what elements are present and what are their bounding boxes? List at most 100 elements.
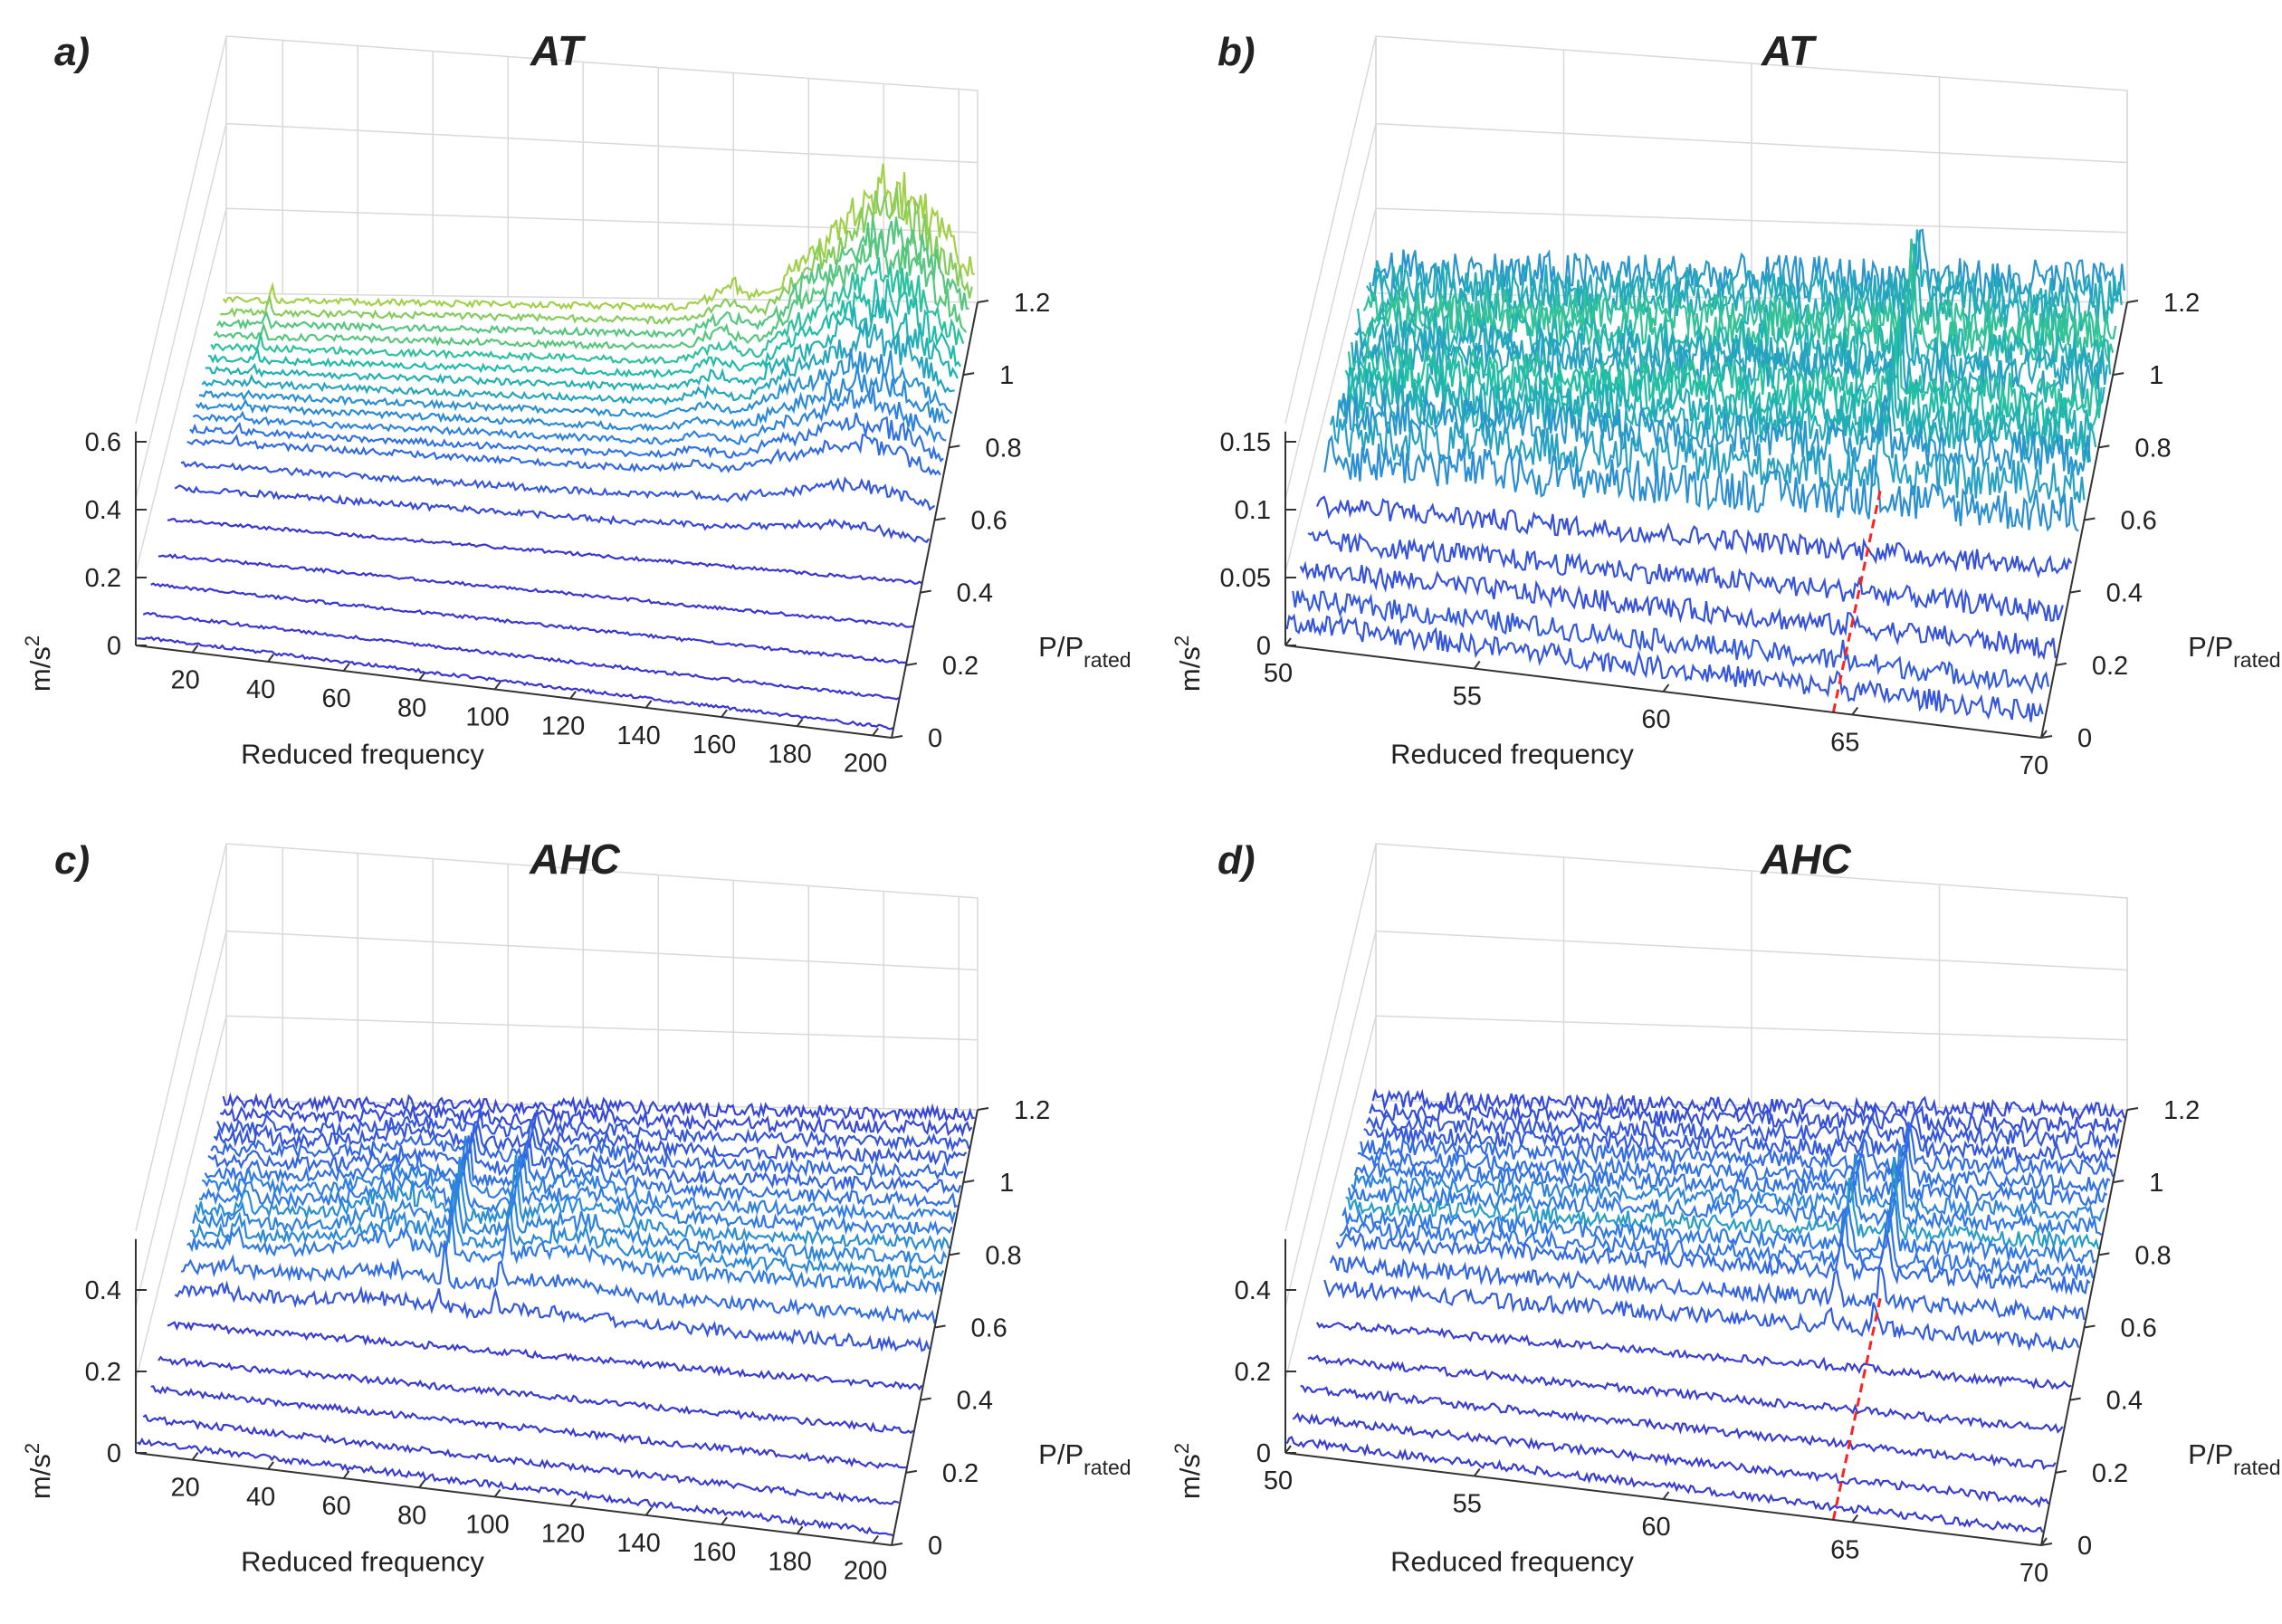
x-tick-mark (418, 1479, 425, 1488)
spectrum-line (1300, 1384, 2057, 1470)
axes (135, 301, 979, 739)
spectra (1285, 1088, 2125, 1533)
axes (135, 1109, 979, 1546)
x-tick-label: 120 (541, 1520, 585, 1549)
left-wall-grid (1284, 123, 1377, 500)
y-axis-label-sub: rated (1084, 1456, 1131, 1479)
z-tick-label: 0 (107, 1439, 121, 1468)
spectrum-line (189, 412, 944, 463)
spectrum-line (1292, 588, 2049, 695)
x-tick-mark (267, 1461, 274, 1470)
z-axis-label: m/s2 (21, 1443, 56, 1499)
panel-c: 20 40 60 80 100 120 140 160 180 20000.20.40.60.81… (21, 836, 1131, 1585)
back-grid-line (1375, 1015, 2128, 1041)
back-wall (225, 843, 979, 1111)
x-tick-mark (342, 663, 350, 672)
z-axis-label-sup: 2 (1170, 1443, 1193, 1454)
panel-label: c) (54, 838, 90, 883)
y-axis-label-main: P/P (2188, 1438, 2233, 1470)
spectrum-line (198, 1155, 953, 1237)
spectrum-line (1285, 613, 2044, 722)
spectrum-line (1362, 238, 2117, 349)
left-wall-grid (135, 1016, 227, 1380)
y-tick-mark (2113, 1180, 2124, 1184)
panel-title: AT (1761, 27, 1818, 74)
x-tick-label: 60 (321, 684, 350, 713)
spectrum-line (195, 1154, 950, 1254)
x-axis-line (135, 645, 893, 739)
z-tick-label: 0.2 (85, 564, 121, 593)
x-tick-label: 60 (1641, 705, 1670, 734)
spectra (137, 1092, 976, 1537)
y-tick-label: 1.2 (1014, 289, 1050, 318)
x-tick-mark (493, 1488, 501, 1498)
x-tick-label: 65 (1830, 729, 1859, 758)
y-tick-mark (905, 1469, 917, 1474)
spectrum-line (207, 278, 961, 379)
spectrum-line (1323, 1279, 2080, 1353)
x-tick-mark (1284, 1445, 1292, 1454)
spectrum-line (1357, 1130, 2111, 1193)
y-tick-label: 0 (2077, 1532, 2092, 1561)
spectrum-line (215, 1107, 970, 1152)
x-tick-mark (872, 727, 879, 737)
spectrum-line (201, 320, 955, 406)
panel-b: 50 55 60 65 70 0 0.2 0.4 0.6 0.8 1 1.2 0 0.05 0.1 0.15 R… (1170, 27, 2281, 780)
spectrum-line (210, 1119, 964, 1180)
spectrum-line (1307, 1354, 2064, 1434)
z-tick-label: 0 (1256, 632, 1271, 661)
y-tick-mark (2084, 517, 2096, 521)
x-tick-label: 55 (1453, 1490, 1482, 1519)
left-wall-grid (1284, 931, 1377, 1307)
spectrum-line (1316, 1322, 2072, 1390)
y-tick-mark (2098, 444, 2110, 449)
x-tick-label: 80 (397, 693, 426, 722)
y-tick-label: 1.2 (2163, 1096, 2200, 1125)
y-tick-label: 0.8 (985, 434, 1021, 463)
x-tick-mark (418, 672, 425, 681)
z-axis-label-sup: 2 (21, 1443, 43, 1454)
x-tick-label: 65 (1830, 1536, 1859, 1565)
y-tick-label: 0.8 (985, 1241, 1021, 1270)
x-tick-label: 180 (768, 740, 811, 769)
spectrum-line (150, 582, 906, 664)
spectrum-line (210, 257, 965, 366)
y-tick-label: 1.2 (2163, 289, 2200, 318)
y-tick-mark (891, 735, 903, 739)
z-axis-label-sup: 2 (21, 635, 43, 646)
x-tick-label: 50 (1264, 1466, 1293, 1495)
back-grid-line (1375, 207, 2128, 234)
y-axis-label: P/Prated (1038, 631, 1131, 672)
panel-a: 20 40 60 80 100 120 140 160 180 20000.20.40.60.81… (21, 27, 1131, 778)
x-tick-label: 60 (321, 1492, 350, 1521)
y-axis-label-sub: rated (2233, 648, 2280, 672)
grid-box (135, 843, 979, 1380)
z-axis-label: m/s2 (21, 635, 56, 692)
y-tick-label: 0.6 (971, 1314, 1007, 1343)
spectrum-line (186, 434, 941, 476)
z-tick-label: 0.6 (85, 428, 121, 457)
spectrum-line (1353, 1143, 2108, 1207)
spectrum-line (1366, 1112, 2120, 1151)
x-tick-label: 100 (465, 1510, 509, 1539)
x-tick-mark (796, 1525, 804, 1534)
x-tick-label: 55 (1453, 683, 1482, 712)
x-tick-label: 160 (692, 1538, 736, 1567)
back-wall (225, 35, 979, 303)
x-tick-mark (267, 654, 274, 663)
x-axis-label: Reduced frequency (1390, 1546, 1634, 1578)
left-wall-edge (1284, 843, 1377, 1232)
spectrum-line (1351, 1143, 2105, 1223)
spectrum-line (1323, 435, 2079, 532)
x-tick-mark (342, 1470, 350, 1479)
x-axis-label: Reduced frequency (241, 739, 484, 770)
x-tick-mark (191, 1452, 199, 1461)
x-tick-mark (796, 718, 804, 727)
y-tick-label: 0 (928, 1532, 942, 1561)
y-tick-label: 0.4 (957, 579, 993, 608)
z-tick-label: 0.4 (85, 496, 121, 525)
x-tick-label: 40 (246, 675, 275, 704)
x-tick-mark (644, 1507, 653, 1516)
y-tick-mark (2055, 662, 2067, 666)
